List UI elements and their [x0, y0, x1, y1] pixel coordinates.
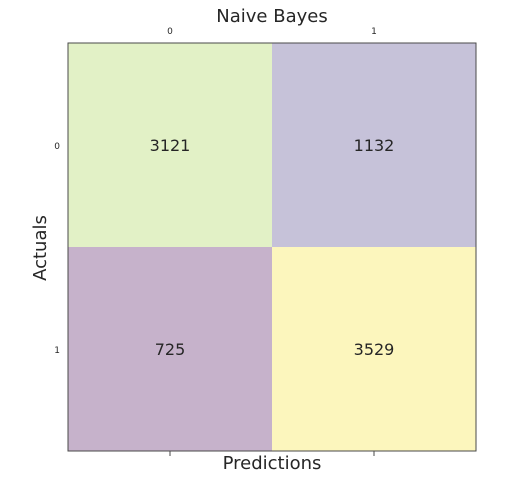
- y-axis-label: Actuals: [30, 215, 51, 281]
- x-tick-label-0: 0: [167, 27, 173, 37]
- cell-value-label-1-0: 725: [155, 340, 186, 359]
- cell-value-label-0-1: 1132: [354, 136, 395, 155]
- heatmap-cells: 3121 1132 725 3529: [68, 43, 476, 451]
- plot-frame: [67, 42, 477, 452]
- heatmap-cell-1-1: [272, 247, 476, 451]
- chart-title: Naive Bayes: [216, 6, 327, 27]
- x-axis-label: Predictions: [223, 453, 322, 474]
- x-tick-label-1: 1: [371, 27, 377, 37]
- cell-value-label-1-1: 3529: [354, 340, 395, 359]
- heatmap-cell-0-0: [68, 43, 272, 247]
- y-tick-label-1: 1: [54, 346, 60, 356]
- axis-ticks: 0 1 0 1: [54, 27, 377, 456]
- heatmap-cell-1-0: [68, 247, 272, 451]
- cell-value-label-0-0: 3121: [150, 136, 191, 155]
- heatmap-cell-0-1: [272, 43, 476, 247]
- y-tick-label-0: 0: [54, 142, 60, 152]
